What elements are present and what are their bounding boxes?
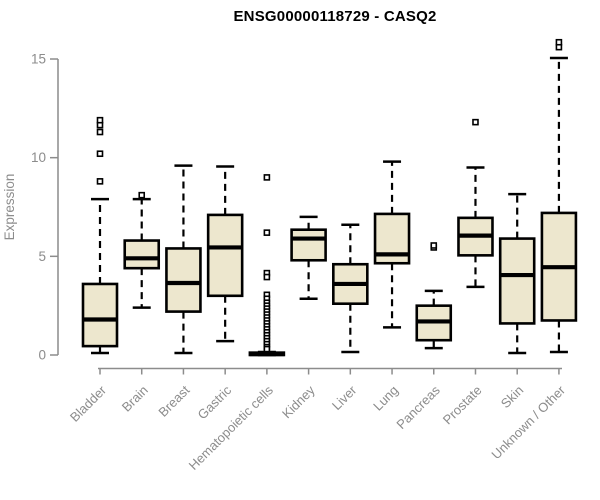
x-tick-label-lung: Lung: [370, 383, 401, 414]
outlier-point-prostate: [472, 118, 479, 126]
outlier-point-bladder: [96, 178, 104, 185]
x-tick-label-kidney: Kidney: [279, 382, 318, 421]
outlier-point-hematopoietic-cells: [263, 229, 271, 236]
x-tick-label-skin: Skin: [498, 383, 526, 411]
box-bladder: [81, 282, 119, 348]
box-brain: [123, 239, 161, 270]
x-tick-label-prostate: Prostate: [440, 383, 485, 428]
box-skin: [498, 237, 536, 325]
y-axis-title: Expression: [2, 174, 17, 241]
outlier-point-brain: [138, 191, 146, 199]
x-tick-label-liver: Liver: [329, 382, 360, 413]
x-tick-label-pancreas: Pancreas: [393, 382, 443, 432]
y-tick-label: 15: [31, 52, 46, 67]
outlier-point-pancreas: [430, 242, 438, 249]
outlier-point-hematopoietic-cells: [263, 345, 271, 353]
chart-title: ENSG00000118729 - CASQ2: [233, 8, 437, 25]
x-tick-label-bladder: Bladder: [67, 382, 110, 425]
y-tick-label: 0: [38, 348, 46, 363]
x-tick-label-gastric: Gastric: [195, 382, 235, 422]
outlier-point-bladder: [96, 116, 104, 124]
y-tick-label: 5: [38, 249, 46, 264]
x-tick-label-brain: Brain: [119, 383, 151, 415]
box-gastric: [206, 213, 244, 298]
x-tick-label-breast: Breast: [155, 382, 192, 419]
outlier-point-hematopoietic-cells: [263, 174, 271, 181]
x-tick-label-unknown-other: Unknown / Other: [488, 382, 568, 462]
outlier-point-hematopoietic-cells: [263, 273, 271, 281]
outlier-point-bladder: [96, 128, 104, 136]
box-breast: [165, 247, 202, 313]
box-kidney: [290, 228, 327, 262]
y-tick-label: 10: [31, 150, 46, 165]
outlier-point-bladder: [96, 150, 104, 158]
outlier-point-unknown-other: [555, 38, 563, 46]
